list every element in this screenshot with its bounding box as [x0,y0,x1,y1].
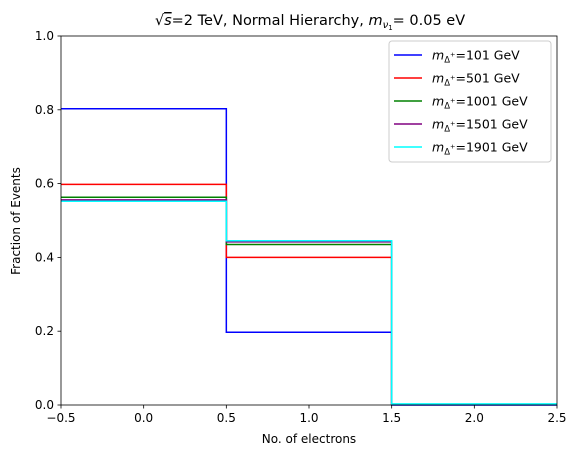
y-tick-label: 1.0 [35,29,54,43]
x-axis-label: No. of electrons [262,432,356,446]
title-sqrt: √ [155,13,165,29]
title-s: s [164,13,172,29]
x-tick-label: 1.5 [382,411,401,425]
series-line-4 [61,200,557,405]
series-line-3 [61,199,557,406]
legend-label: mΔ+=1901 GeV [432,140,528,158]
x-tick-label: 0.5 [217,411,236,425]
x-tick-label: −0.5 [46,411,75,425]
legend-label: mΔ+=1501 GeV [432,117,528,135]
legend-label: mΔ+=1001 GeV [432,94,528,112]
y-axis-label: Fraction of Events [9,167,23,275]
legend-label: mΔ+=501 GeV [432,71,520,89]
chart-title: √s=2 TeV, Normal Hierarchy, mν1= 0.05 eV [155,13,465,32]
title-m: m [368,13,382,29]
legend: mΔ+=101 GeV mΔ+=501 GeV mΔ+=1001 GeV mΔ+=15… [388,40,552,163]
x-tick-label: 2.5 [547,411,566,425]
y-tick-label: 0.2 [35,324,54,338]
y-tick-label: 0.8 [35,103,54,117]
y-tick-label: 0.6 [35,177,54,191]
title-tail: = 0.05 eV [393,13,466,29]
series-line-1 [61,183,557,406]
title-one: 1 [388,24,392,32]
series-line-2 [61,196,557,406]
title-energy: =2 TeV, Normal Hierarchy, [172,13,369,29]
legend-box [388,40,552,163]
legend-label: mΔ+=101 GeV [432,48,520,66]
x-tick-label: 1.0 [299,411,318,425]
axes: −0.5 0.0 0.5 1.0 1.5 2.0 2.50.00.20.40.60.81.0 [35,29,567,425]
x-tick-label: 2.0 [465,411,484,425]
x-tick-label: 0.0 [134,411,153,425]
y-tick-label: 0.4 [35,250,54,264]
y-tick-label: 0.0 [35,398,54,412]
title-nu: ν [383,20,389,31]
